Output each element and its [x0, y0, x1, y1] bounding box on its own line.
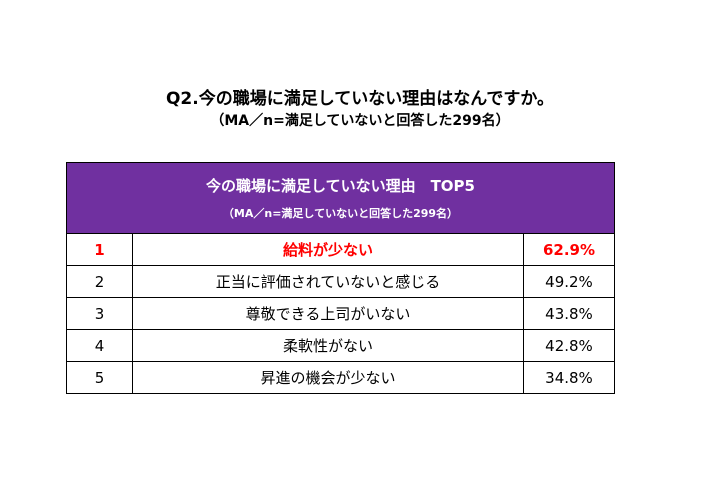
table-row-rank-4: 4 柔軟性がない 42.8% [66, 329, 616, 362]
percent-value: 43.8% [522, 297, 616, 330]
rank-number: 3 [66, 297, 133, 330]
table-header-subtitle: （MA／n=満足していないと回答した299名） [222, 207, 459, 220]
ranking-table: 今の職場に満足していない理由 TOP5 （MA／n=満足していないと回答した29… [66, 162, 616, 394]
table-row-rank-2: 2 正当に評価されていないと感じる 49.2% [66, 265, 616, 298]
table-header: 今の職場に満足していない理由 TOP5 （MA／n=満足していないと回答した29… [66, 162, 615, 234]
table-row-rank-1: 1 給料が少ない 62.9% [66, 233, 616, 266]
percent-value: 34.8% [522, 361, 616, 394]
reason-text: 給料が少ない [132, 233, 524, 266]
rank-number: 5 [66, 361, 133, 394]
percent-value: 49.2% [522, 265, 616, 298]
question-subtitle: （MA／n=満足していないと回答した299名） [210, 113, 510, 129]
reason-text: 尊敬できる上司がいない [132, 297, 524, 330]
reason-text: 正当に評価されていないと感じる [132, 265, 524, 298]
percent-value: 42.8% [522, 329, 616, 362]
rank-number: 1 [66, 233, 133, 266]
reason-text: 昇進の機会が少ない [132, 361, 524, 394]
table-header-title: 今の職場に満足していない理由 TOP5 [206, 177, 475, 195]
rank-number: 2 [66, 265, 133, 298]
rank-number: 4 [66, 329, 133, 362]
table-row-rank-5: 5 昇進の機会が少ない 34.8% [66, 361, 616, 394]
question-title: Q2.今の職場に満足していない理由はなんですか。 [165, 89, 555, 109]
reason-text: 柔軟性がない [132, 329, 524, 362]
table-header-row: 今の職場に満足していない理由 TOP5 （MA／n=満足していないと回答した29… [66, 162, 615, 234]
percent-value: 62.9% [522, 233, 616, 266]
table-row-rank-3: 3 尊敬できる上司がいない 43.8% [66, 297, 616, 330]
